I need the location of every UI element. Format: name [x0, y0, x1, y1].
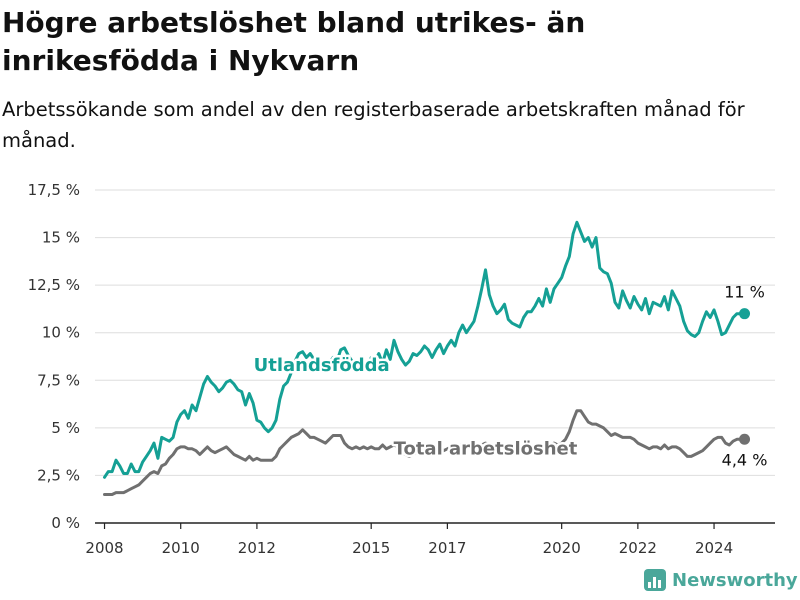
series-end-point-1 — [739, 433, 751, 445]
x-tick-label: 2012 — [238, 539, 276, 557]
series-name-label: Utlandsfödda — [254, 355, 390, 376]
chart-subtitle: Arbetssökande som andel av den registerb… — [2, 98, 745, 152]
gridlines — [95, 189, 775, 476]
y-tick-label: 2,5 % — [37, 466, 80, 484]
series-lines — [103, 220, 751, 496]
y-tick-label: 15 % — [42, 229, 80, 247]
y-tick-label: 5 % — [51, 419, 80, 437]
newsworthy-icon — [644, 569, 666, 591]
y-tick-label: 12,5 % — [28, 276, 80, 294]
y-tick-label: 17,5 % — [28, 181, 80, 199]
brand-name: Newsworthy — [672, 569, 798, 591]
series-name-halo: Total arbetslöshet — [394, 438, 578, 459]
x-tick-label: 2008 — [85, 539, 123, 557]
series-end-label: 4,4 % — [722, 450, 768, 469]
x-tick-label: 2020 — [543, 539, 581, 557]
brand-logo[interactable]: Newsworthy — [644, 569, 798, 591]
x-tick-label: 2010 — [162, 539, 200, 557]
y-tick-label: 7,5 % — [37, 371, 80, 389]
series-name-label: Total arbetslöshet — [394, 438, 578, 459]
chart-title: Högre arbetslöshet bland utrikes- än inr… — [2, 6, 586, 77]
x-axis: 2008 2010 2012 2015 2017 2020 2022 2024 — [85, 522, 775, 557]
y-axis: 0 % 2,5 % 5 % 7,5 % 10 % 12,5 % 15 % 17,5 % — [28, 181, 80, 532]
x-tick-label: 2024 — [695, 539, 733, 557]
series-line-1 — [103, 409, 746, 496]
x-tick-label: 2022 — [619, 539, 657, 557]
series-end-label: 11 % — [724, 283, 765, 302]
x-tick-label: 2017 — [428, 539, 466, 557]
series-name-halo: Utlandsfödda — [254, 355, 390, 376]
x-tick-label: 2015 — [352, 539, 390, 557]
y-tick-label: 0 % — [51, 514, 80, 532]
y-tick-label: 10 % — [42, 324, 80, 342]
series-line-0 — [103, 220, 746, 479]
series-end-point-0 — [739, 308, 751, 320]
